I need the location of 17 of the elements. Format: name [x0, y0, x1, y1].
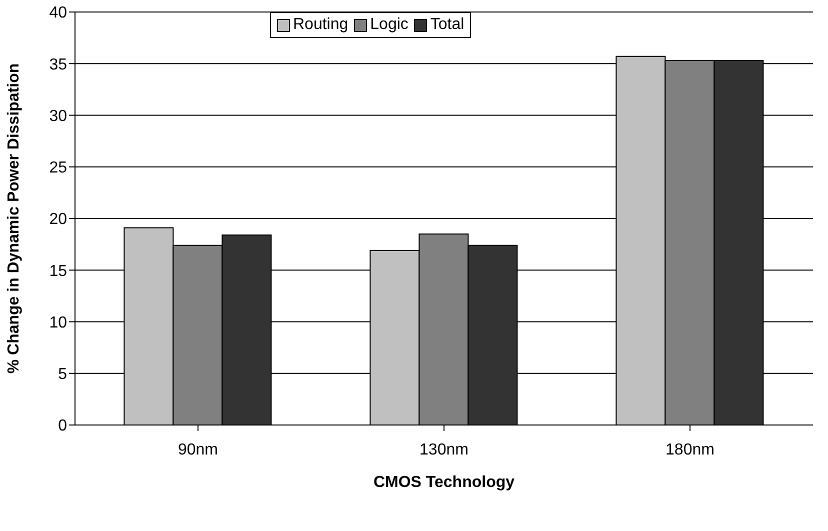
y-tick-label: 20	[49, 211, 68, 228]
y-axis-title: % Change in Dynamic Power Dissipation	[6, 63, 23, 374]
legend-label: Total	[429, 16, 464, 34]
x-tick-label: 90nm	[178, 441, 218, 458]
legend-label: Routing	[292, 16, 348, 34]
y-tick-label: 5	[58, 366, 68, 384]
y-tick-label: 30	[49, 108, 68, 125]
y-tick-label: 35	[49, 56, 68, 74]
y-tick-label: 0	[58, 418, 68, 435]
y-tick-label: 40	[49, 4, 68, 22]
y-tick-label: 15	[49, 262, 68, 280]
x-tick-label: 130nm	[420, 441, 468, 458]
x-tick-label: 180nm	[666, 441, 714, 458]
x-axis-title: CMOS Technology	[373, 474, 515, 491]
y-tick-label: 25	[49, 160, 68, 177]
legend-label: Logic	[369, 16, 408, 34]
y-tick-label: 10	[49, 314, 68, 332]
